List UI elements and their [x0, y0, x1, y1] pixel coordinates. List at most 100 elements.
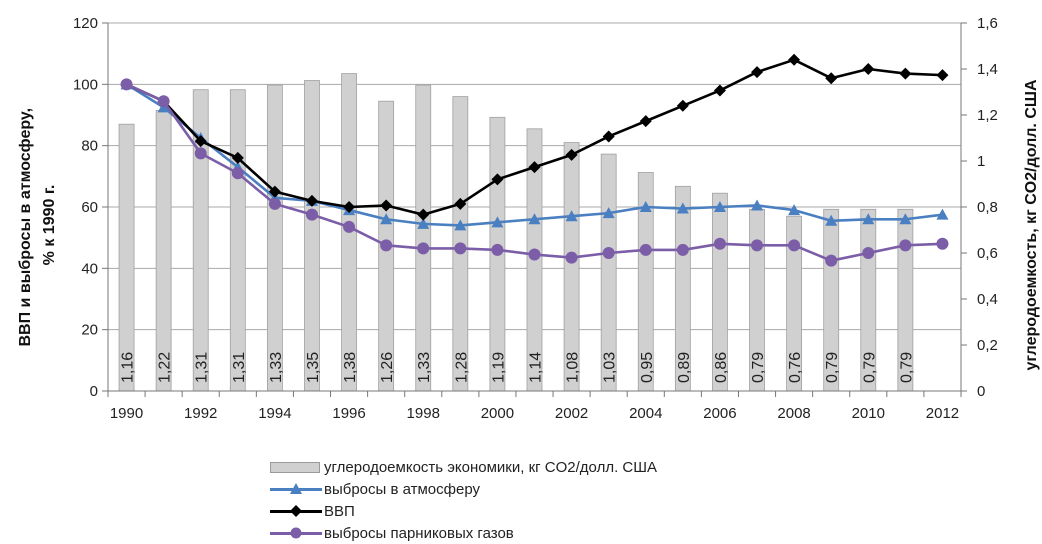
legend-label-emissions: выбросы в атмосферу — [324, 480, 481, 498]
point-s2-2005 — [676, 243, 689, 256]
bar-1998 — [415, 84, 432, 392]
y-ticks-right: 0 0,2 0,4 0,6 0,8 1 1,2 1,4 1,6 — [977, 15, 998, 400]
legend-label-ghg: выбросы парниковых газов — [324, 524, 514, 542]
point-s1-1998 — [417, 208, 430, 221]
x-tick-label-1992: 1992 — [184, 405, 217, 422]
chart: 1,16 1,22 1,31 1,31 1,33 1,35 1,38 1,26 1,33 1,28… — [17, 15, 1040, 422]
point-s2-2004 — [639, 243, 652, 256]
legend-swatch-circle — [270, 525, 322, 541]
point-s2-1993 — [231, 167, 244, 180]
point-s2-2001 — [528, 248, 541, 261]
point-s2-2007 — [751, 239, 764, 252]
point-s2-1992 — [194, 147, 207, 160]
bar-1993 — [229, 89, 246, 392]
point-s2-1991 — [157, 95, 170, 108]
point-s1-1993 — [231, 151, 244, 164]
point-s2-2012 — [936, 237, 949, 250]
legend-item-carbon-intensity: углеродоемкость экономики, кг CO2/долл. … — [270, 456, 657, 478]
bar-label-2000: 1,19 — [490, 352, 507, 383]
x-tick-label-1996: 1996 — [332, 405, 365, 422]
y-tick-label-right-1,2: 1,2 — [977, 107, 998, 124]
point-s0-2000 — [491, 216, 504, 228]
point-s1-2000 — [491, 173, 504, 186]
legend-item-emissions: выбросы в атмосферу — [270, 478, 657, 500]
bar-1994 — [266, 84, 283, 392]
point-s2-2008 — [788, 239, 801, 252]
bar-label-1998: 1,33 — [416, 352, 433, 383]
legend-swatch-bar — [270, 459, 322, 475]
bar-label-2003: 1,03 — [602, 352, 619, 383]
y-tick-label-right-0,6: 0,6 — [977, 245, 998, 262]
x-tick-label-2006: 2006 — [703, 405, 736, 422]
point-s1-2005 — [676, 99, 689, 112]
x-ticks: 1990 1992 1994 1996 1998 2000 2002 2004 2006 2008… — [110, 405, 959, 422]
bar-1991 — [155, 110, 172, 392]
point-s1-2009 — [825, 72, 838, 85]
point-s1-1992 — [194, 135, 207, 148]
y-tick-label-right-0: 0 — [977, 383, 985, 400]
y-tick-label-left-120: 120 — [73, 15, 98, 32]
point-s2-2009 — [825, 254, 838, 267]
point-s1-2012 — [936, 69, 949, 82]
point-s1-2011 — [899, 67, 912, 80]
point-s1-2002 — [565, 148, 578, 161]
legend-label-gdp: ВВП — [324, 502, 355, 520]
y-tick-label-right-1,6: 1,6 — [977, 15, 998, 32]
x-tick-label-1990: 1990 — [110, 405, 143, 422]
point-s0-1998 — [417, 217, 430, 229]
x-tick-label-2012: 2012 — [926, 405, 959, 422]
point-s0-2008 — [788, 204, 801, 216]
y-tick-label-left-0: 0 — [90, 383, 98, 400]
y-tick-label-right-0,8: 0,8 — [977, 199, 998, 216]
point-s0-1997 — [380, 213, 393, 225]
y-axis-title-left-line-2: % к 1990 г. — [41, 185, 58, 266]
point-s0-2003 — [602, 207, 615, 219]
x-tick-label-2002: 2002 — [555, 405, 588, 422]
point-s1-1995 — [305, 194, 318, 207]
point-s0-2009 — [825, 214, 838, 226]
point-s2-1997 — [380, 239, 393, 252]
point-s0-2004 — [639, 201, 652, 212]
bar-label-1991: 1,22 — [157, 352, 174, 383]
legend-label-carbon-intensity: углеродоемкость экономики, кг CO2/долл. … — [324, 458, 657, 476]
y-ticks-left: 0 20 40 60 80 100 120 — [73, 15, 98, 400]
bar-label-2006: 0,86 — [713, 352, 730, 383]
point-s1-2006 — [713, 84, 726, 97]
y-tick-label-left-20: 20 — [81, 322, 98, 339]
legend-item-ghg: выбросы парниковых газов — [270, 522, 657, 544]
bars — [118, 73, 914, 392]
point-s2-1996 — [343, 220, 356, 233]
x-tick-label-2008: 2008 — [777, 405, 810, 422]
bar-label-2002: 1,08 — [565, 352, 582, 383]
bar-label-2009: 0,79 — [824, 352, 841, 383]
point-s0-2012 — [936, 208, 949, 220]
bar-label-2004: 0,95 — [639, 352, 656, 383]
point-s2-1995 — [305, 208, 318, 221]
bar-1990 — [118, 123, 135, 392]
point-s2-2002 — [565, 251, 578, 264]
legend-swatch-diamond — [270, 503, 322, 519]
bar-label-1996: 1,38 — [342, 352, 359, 383]
x-tick-label-1994: 1994 — [258, 405, 291, 422]
point-s2-1994 — [268, 197, 281, 210]
point-s2-2003 — [602, 247, 615, 259]
bar-label-2010: 0,79 — [861, 352, 878, 383]
point-s1-2003 — [602, 130, 615, 143]
bar-label-2008: 0,76 — [787, 352, 804, 383]
point-s0-2010 — [862, 213, 875, 225]
point-s0-1999 — [454, 219, 467, 231]
bar-label-1990: 1,16 — [120, 352, 137, 383]
bar-label-2005: 0,89 — [676, 352, 693, 383]
point-s2-1998 — [417, 242, 430, 255]
bar-1995 — [304, 80, 320, 392]
point-s0-2001 — [528, 213, 541, 225]
bar-label-2011: 0,79 — [898, 352, 915, 383]
point-s2-1990 — [120, 78, 133, 91]
y-tick-label-left-60: 60 — [81, 199, 98, 216]
y-axis-title-left-line-1: ВВП и выбросы в атмосферу, — [17, 108, 34, 347]
point-s0-2011 — [899, 213, 912, 225]
legend-swatch-triangle — [270, 481, 322, 497]
point-s0-2006 — [713, 201, 726, 212]
y-tick-label-right-1,4: 1,4 — [977, 61, 998, 78]
y-tick-label-left-80: 80 — [81, 138, 98, 155]
